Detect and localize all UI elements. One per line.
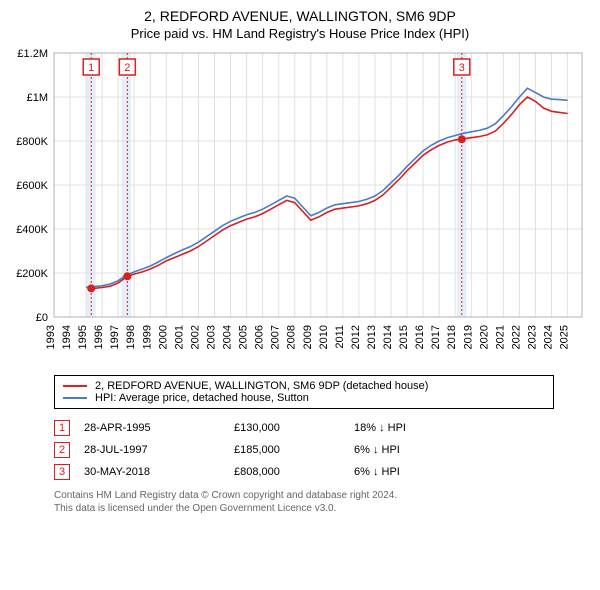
transaction-marker: 2 [54, 442, 70, 458]
transaction-price: £185,000 [234, 444, 354, 456]
x-tick-label: 2023 [526, 325, 538, 349]
transaction-price: £130,000 [234, 422, 354, 434]
transaction-price: £808,000 [234, 466, 354, 478]
x-tick-label: 2014 [382, 325, 394, 349]
y-tick-label: £600K [16, 180, 48, 192]
transaction-delta: 18% ↓ HPI [354, 422, 474, 434]
x-tick-label: 2003 [205, 325, 217, 349]
x-tick-label: 2015 [398, 325, 410, 349]
x-tick-label: 1999 [141, 325, 153, 349]
x-tick-label: 2002 [189, 325, 201, 349]
footer: Contains HM Land Registry data © Crown c… [54, 489, 588, 515]
x-tick-label: 2024 [543, 325, 555, 349]
chart-container: 2, REDFORD AVENUE, WALLINGTON, SM6 9DP P… [0, 0, 600, 521]
y-tick-label: £800K [16, 136, 48, 148]
x-tick-label: 2001 [173, 325, 185, 349]
transaction-marker: 3 [54, 464, 70, 480]
legend-label: HPI: Average price, detached house, Sutt… [95, 392, 309, 404]
marker-label: 1 [88, 62, 94, 74]
marker-dot [458, 135, 466, 143]
x-tick-label: 2022 [510, 325, 522, 349]
x-tick-label: 1995 [77, 325, 89, 349]
x-tick-label: 1997 [109, 325, 121, 349]
x-tick-label: 2018 [446, 325, 458, 349]
x-tick-label: 2019 [462, 325, 474, 349]
legend-item: HPI: Average price, detached house, Sutt… [63, 392, 545, 404]
legend-swatch [63, 385, 87, 387]
x-tick-label: 2011 [334, 325, 346, 349]
footer-line: This data is licensed under the Open Gov… [54, 502, 588, 515]
x-tick-label: 2020 [478, 325, 490, 349]
marker-dot [123, 272, 131, 280]
x-tick-label: 2006 [254, 325, 266, 349]
chart-title: 2, REDFORD AVENUE, WALLINGTON, SM6 9DP [12, 8, 588, 24]
transaction-date: 30-MAY-2018 [84, 466, 234, 478]
x-tick-label: 1996 [93, 325, 105, 349]
table-row: 3 30-MAY-2018 £808,000 6% ↓ HPI [54, 461, 554, 483]
x-tick-label: 2017 [430, 325, 442, 349]
x-tick-label: 2016 [414, 325, 426, 349]
x-tick-label: 2007 [270, 325, 282, 349]
x-tick-label: 1994 [61, 325, 73, 349]
legend: 2, REDFORD AVENUE, WALLINGTON, SM6 9DP (… [54, 375, 554, 409]
table-row: 2 28-JUL-1997 £185,000 6% ↓ HPI [54, 439, 554, 461]
table-row: 1 28-APR-1995 £130,000 18% ↓ HPI [54, 417, 554, 439]
marker-label: 2 [124, 62, 130, 74]
y-tick-label: £1.2M [17, 48, 48, 60]
x-tick-label: 2021 [494, 325, 506, 349]
transaction-table: 1 28-APR-1995 £130,000 18% ↓ HPI 2 28-JU… [54, 417, 554, 483]
x-tick-label: 2012 [350, 325, 362, 349]
transaction-date: 28-JUL-1997 [84, 444, 234, 456]
y-tick-label: £0 [36, 312, 48, 324]
y-tick-label: £200K [16, 268, 48, 280]
chart-subtitle: Price paid vs. HM Land Registry's House … [12, 26, 588, 41]
footer-line: Contains HM Land Registry data © Crown c… [54, 489, 588, 502]
x-tick-label: 2025 [559, 325, 571, 349]
x-tick-label: 2005 [238, 325, 250, 349]
transaction-date: 28-APR-1995 [84, 422, 234, 434]
y-tick-label: £400K [16, 224, 48, 236]
y-tick-label: £1M [27, 92, 48, 104]
x-tick-label: 2009 [302, 325, 314, 349]
x-tick-label: 2008 [286, 325, 298, 349]
transaction-delta: 6% ↓ HPI [354, 466, 474, 478]
x-tick-label: 2000 [157, 325, 169, 349]
marker-label: 3 [459, 62, 465, 74]
x-tick-label: 1993 [45, 325, 57, 349]
x-tick-label: 2010 [318, 325, 330, 349]
legend-swatch [63, 397, 87, 399]
x-tick-label: 2013 [366, 325, 378, 349]
legend-label: 2, REDFORD AVENUE, WALLINGTON, SM6 9DP (… [95, 380, 428, 392]
x-tick-label: 1998 [125, 325, 137, 349]
marker-dot [87, 284, 95, 292]
chart-svg: £0 £200K £400K £600K £800K £1M £1.2M 1993 1994 19… [12, 47, 588, 367]
x-tick-label: 2004 [222, 325, 234, 349]
transaction-marker: 1 [54, 420, 70, 436]
plot-area: £0 £200K £400K £600K £800K £1M £1.2M 1993 1994 19… [12, 47, 588, 367]
legend-item: 2, REDFORD AVENUE, WALLINGTON, SM6 9DP (… [63, 380, 545, 392]
transaction-delta: 6% ↓ HPI [354, 444, 474, 456]
